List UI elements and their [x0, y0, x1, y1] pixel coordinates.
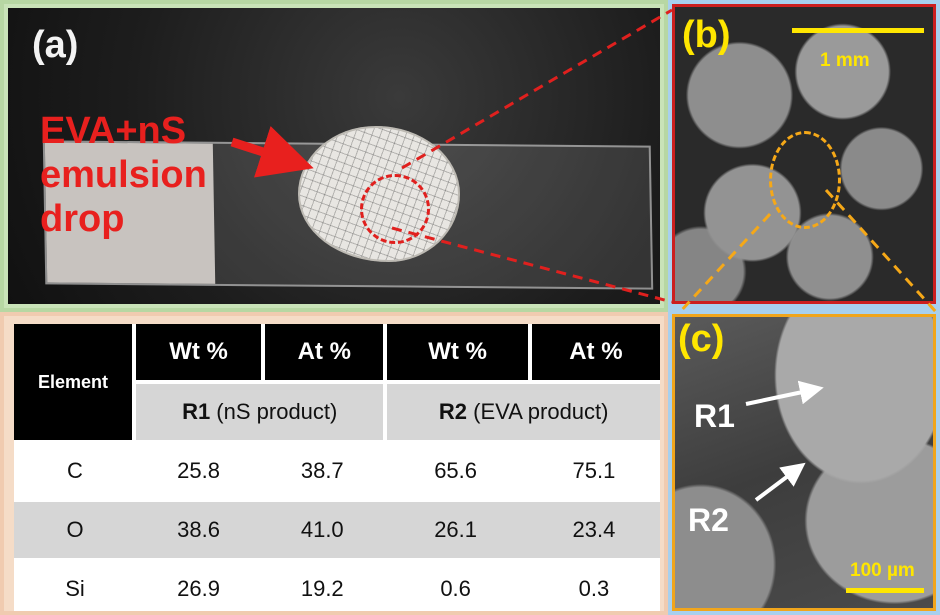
annotation-line-1: EVA+nS — [40, 110, 187, 152]
composition-table-panel: Element Wt % At % Wt % At % R1 (nS produ… — [0, 312, 668, 615]
scale-bar-label-b: 1 mm — [820, 50, 870, 71]
value-cell: 38.7 — [261, 440, 384, 499]
group-header-r1: R1 (nS product) — [136, 380, 384, 440]
table-row: Si 26.9 19.2 0.6 0.3 — [14, 558, 660, 611]
annotation-line-3: drop — [40, 198, 125, 240]
element-header: Element — [14, 324, 136, 440]
element-cell: Si — [14, 558, 136, 611]
group-description: (nS product) — [210, 399, 338, 424]
value-cell: 0.6 — [383, 558, 528, 611]
table-row: O 38.6 41.0 26.1 23.4 — [14, 499, 660, 558]
zoom-region-circle — [360, 174, 430, 244]
value-cell: 26.9 — [136, 558, 262, 611]
column-header: Wt % — [383, 324, 528, 380]
group-description: (EVA product) — [467, 399, 609, 424]
sem-image-c — [672, 314, 936, 611]
value-cell: 41.0 — [261, 499, 384, 558]
value-cell: 25.8 — [136, 440, 262, 499]
element-cell: C — [14, 440, 136, 499]
value-cell: 75.1 — [527, 440, 660, 499]
value-cell: 23.4 — [527, 499, 660, 558]
drop-annotation: EVA+nS emulsion drop — [40, 109, 250, 241]
value-cell: 0.3 — [527, 558, 660, 611]
value-cell: 38.6 — [136, 499, 262, 558]
element-cell: O — [14, 499, 136, 558]
photo-panel-a: (a) EVA+nS emulsion drop — [0, 0, 668, 312]
scale-bar-c — [846, 588, 924, 593]
composition-table: Element Wt % At % Wt % At % R1 (nS produ… — [14, 324, 660, 611]
sem-panel-b: (b) 1 mm — [668, 0, 940, 308]
table-row: C 25.8 38.7 65.6 75.1 — [14, 440, 660, 499]
region-label-r1: R1 — [694, 398, 735, 434]
panel-label-a: (a) — [32, 24, 79, 66]
column-header: At % — [261, 324, 384, 380]
scale-bar-label-c: 100 µm — [850, 560, 915, 581]
group-header-r2: R2 (EVA product) — [383, 380, 660, 440]
value-cell: 65.6 — [383, 440, 528, 499]
column-header: Wt % — [136, 324, 262, 380]
value-cell: 26.1 — [383, 499, 528, 558]
region-label-r2: R2 — [688, 502, 729, 538]
column-header: At % — [527, 324, 660, 380]
group-code: R2 — [438, 399, 468, 424]
panel-label-c: (c) — [678, 318, 725, 360]
value-cell: 19.2 — [261, 558, 384, 611]
annotation-line-2: emulsion — [40, 154, 207, 196]
zoom-region-circle-b — [769, 131, 841, 229]
group-code: R1 — [182, 399, 211, 424]
scale-bar-b — [792, 28, 924, 33]
panel-label-b: (b) — [682, 14, 731, 56]
sem-panel-c: (c) R1 R2 100 µm — [668, 308, 940, 615]
